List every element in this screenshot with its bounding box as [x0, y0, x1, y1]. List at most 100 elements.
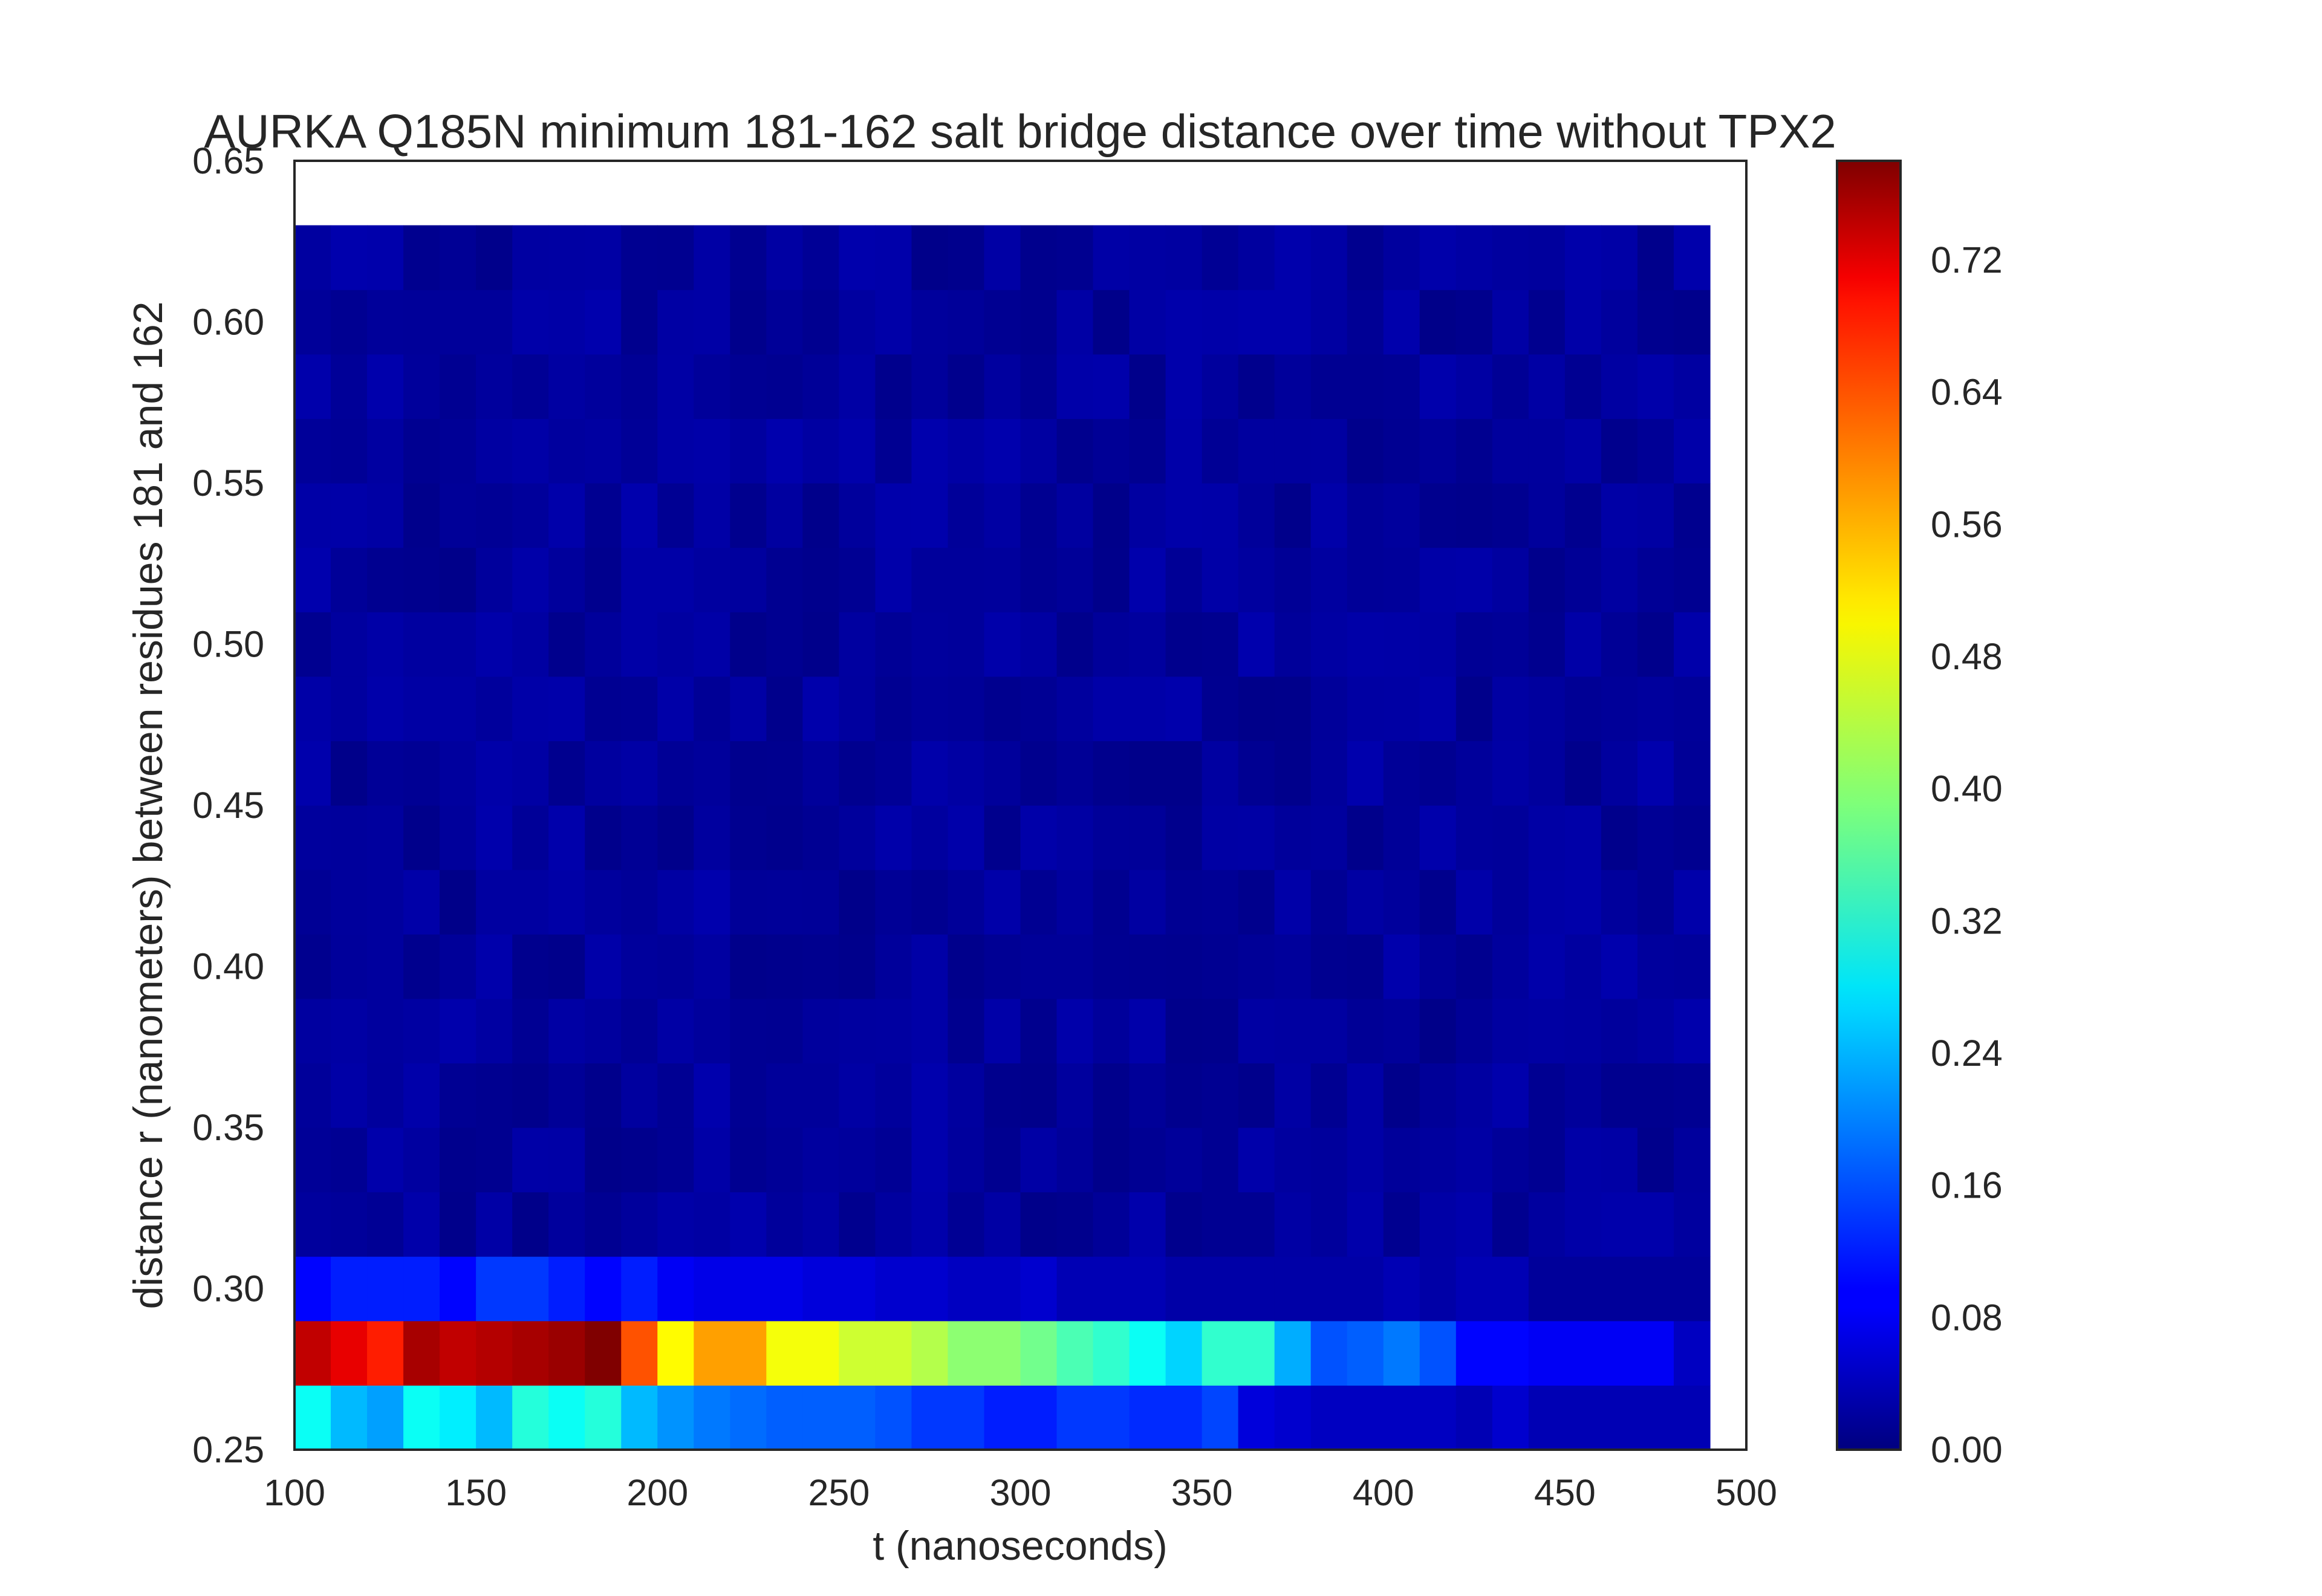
heatmap-cell [839, 612, 876, 677]
heatmap-cell [1455, 869, 1493, 935]
heatmap-cell [1601, 1385, 1638, 1450]
heatmap-cell [331, 418, 368, 484]
heatmap-cell [331, 1127, 368, 1193]
heatmap-cell [585, 1385, 622, 1450]
heatmap-cell [657, 1192, 694, 1257]
heatmap-cell [1419, 1127, 1457, 1193]
heatmap-cell [476, 869, 513, 935]
heatmap-cell [1383, 934, 1420, 999]
heatmap-cell [512, 483, 549, 548]
heatmap-cell [1637, 483, 1674, 548]
heatmap-cell [585, 1127, 622, 1193]
heatmap-cell [1165, 1385, 1203, 1450]
heatmap-cell [621, 1256, 658, 1322]
heatmap-cell [331, 1320, 368, 1386]
heatmap-cell [1202, 1256, 1239, 1322]
heatmap-cell [730, 1192, 767, 1257]
heatmap-cell [1202, 869, 1239, 935]
heatmap-cell [984, 869, 1021, 935]
heatmap-cell [1528, 1127, 1566, 1193]
heatmap-cell [657, 741, 694, 806]
heatmap-cell [1129, 1127, 1166, 1193]
heatmap-cell [730, 612, 767, 677]
heatmap-cell [875, 612, 912, 677]
heatmap-cell [1202, 1063, 1239, 1128]
heatmap-cell [367, 1385, 404, 1450]
heatmap-cell [1419, 934, 1457, 999]
heatmap-cell [1202, 418, 1239, 484]
heatmap-cell [294, 418, 331, 484]
heatmap-cell [1310, 805, 1348, 871]
heatmap-cell [1455, 1127, 1493, 1193]
heatmap-cell [1129, 934, 1166, 999]
heatmap-cell [621, 290, 658, 355]
heatmap-cell [1238, 418, 1275, 484]
heatmap-cell [1202, 1192, 1239, 1257]
heatmap-cell [657, 418, 694, 484]
heatmap-cell [1020, 290, 1058, 355]
heatmap-cell [621, 225, 658, 290]
heatmap-cell [367, 934, 404, 999]
colorbar [1836, 160, 1902, 1451]
heatmap-cell [331, 805, 368, 871]
heatmap-cell [984, 225, 1021, 290]
heatmap-cell [331, 1385, 368, 1450]
heatmap-cell [1601, 483, 1638, 548]
heatmap-cell [1020, 1127, 1058, 1193]
heatmap-cell [694, 934, 730, 999]
heatmap-cell [657, 1256, 694, 1322]
heatmap-cell [1419, 998, 1457, 1063]
heatmap-cell [730, 741, 767, 806]
heatmap-cell [1673, 225, 1711, 290]
heatmap-cell [766, 612, 803, 677]
heatmap-cell [1564, 1063, 1602, 1128]
heatmap-cell [1564, 869, 1602, 935]
heatmap-cell [548, 934, 585, 999]
heatmap-cell [621, 612, 658, 677]
colorbar-tick-label: 0.32 [1931, 900, 2003, 941]
heatmap-cell [1637, 998, 1674, 1063]
heatmap-cell [403, 1192, 440, 1257]
heatmap-cell [911, 612, 949, 677]
heatmap-cell [1238, 805, 1275, 871]
heatmap-cell [1492, 1127, 1529, 1193]
heatmap-cell [1202, 1385, 1239, 1450]
heatmap-cell [1056, 934, 1094, 999]
heatmap-cell [621, 934, 658, 999]
heatmap-cell [1673, 290, 1711, 355]
heatmap-cell [948, 741, 985, 806]
heatmap-cell [1020, 1385, 1058, 1450]
heatmap-cell [1093, 1063, 1130, 1128]
heatmap-cell [1020, 612, 1058, 677]
heatmap-cell [984, 483, 1021, 548]
heatmap-cell [403, 998, 440, 1063]
heatmap-cell [1455, 225, 1493, 290]
heatmap-cell [1238, 354, 1275, 419]
heatmap-cell [1274, 998, 1312, 1063]
heatmap-cell [1492, 483, 1529, 548]
heatmap-cell [1165, 225, 1203, 290]
heatmap-cell [911, 1320, 949, 1386]
heatmap-cell [1419, 1320, 1457, 1386]
heatmap-cell [802, 418, 839, 484]
heatmap-cell [948, 934, 985, 999]
heatmap-cell [875, 1192, 912, 1257]
heatmap-cell [948, 1063, 985, 1128]
heatmap-cell [1673, 612, 1711, 677]
heatmap-cell [1528, 676, 1566, 741]
heatmap-cell [1492, 869, 1529, 935]
heatmap-cell [1383, 1127, 1420, 1193]
heatmap-cell [1601, 1320, 1638, 1386]
heatmap-cell [839, 225, 876, 290]
heatmap-cell [948, 1127, 985, 1193]
heatmap-cell [1274, 418, 1312, 484]
heatmap-cell [1347, 869, 1384, 935]
heatmap-cell [585, 290, 622, 355]
heatmap-cell [621, 1063, 658, 1128]
heatmap-cell [911, 418, 949, 484]
heatmap-cell [657, 1127, 694, 1193]
colorbar-tick-label: 0.56 [1931, 504, 2003, 545]
heatmap-cell [1455, 741, 1493, 806]
heatmap-cell [1601, 998, 1638, 1063]
heatmap-cell [1202, 1320, 1239, 1386]
